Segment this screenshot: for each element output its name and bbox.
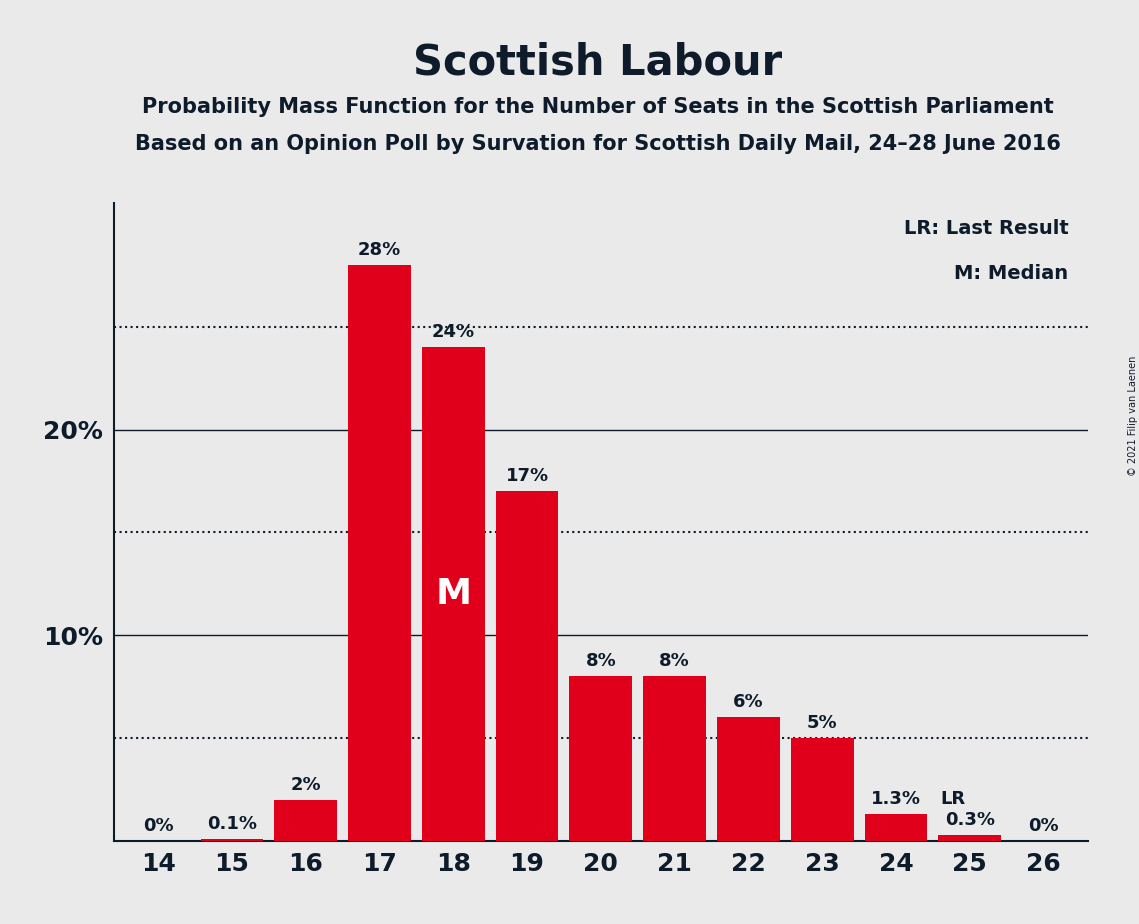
Bar bbox=[349, 265, 411, 841]
Text: © 2021 Filip van Laenen: © 2021 Filip van Laenen bbox=[1129, 356, 1138, 476]
Text: 1.3%: 1.3% bbox=[871, 790, 921, 808]
Text: 0%: 0% bbox=[142, 817, 173, 834]
Text: 6%: 6% bbox=[734, 693, 763, 711]
Text: 0.1%: 0.1% bbox=[207, 815, 257, 833]
Text: 5%: 5% bbox=[806, 714, 837, 732]
Text: 8%: 8% bbox=[659, 652, 690, 670]
Text: 24%: 24% bbox=[432, 323, 475, 341]
Text: LR: LR bbox=[940, 790, 966, 808]
Bar bbox=[274, 799, 337, 841]
Bar bbox=[421, 347, 484, 841]
Bar bbox=[718, 717, 780, 841]
Text: LR: Last Result: LR: Last Result bbox=[903, 219, 1068, 238]
Bar bbox=[939, 834, 1001, 841]
Bar bbox=[570, 676, 632, 841]
Text: 28%: 28% bbox=[358, 241, 401, 259]
Bar bbox=[790, 738, 853, 841]
Text: Based on an Opinion Poll by Survation for Scottish Daily Mail, 24–28 June 2016: Based on an Opinion Poll by Survation fo… bbox=[136, 134, 1060, 154]
Text: 17%: 17% bbox=[506, 467, 549, 485]
Bar bbox=[865, 814, 927, 841]
Bar bbox=[495, 492, 558, 841]
Text: 0.3%: 0.3% bbox=[944, 810, 994, 829]
Text: M: Median: M: Median bbox=[954, 264, 1068, 283]
Text: 0%: 0% bbox=[1029, 817, 1059, 834]
Bar bbox=[644, 676, 706, 841]
Bar bbox=[200, 839, 263, 841]
Text: Probability Mass Function for the Number of Seats in the Scottish Parliament: Probability Mass Function for the Number… bbox=[142, 97, 1054, 117]
Text: Scottish Labour: Scottish Labour bbox=[413, 42, 782, 83]
Text: M: M bbox=[435, 578, 472, 611]
Text: 8%: 8% bbox=[585, 652, 616, 670]
Text: 2%: 2% bbox=[290, 775, 321, 794]
